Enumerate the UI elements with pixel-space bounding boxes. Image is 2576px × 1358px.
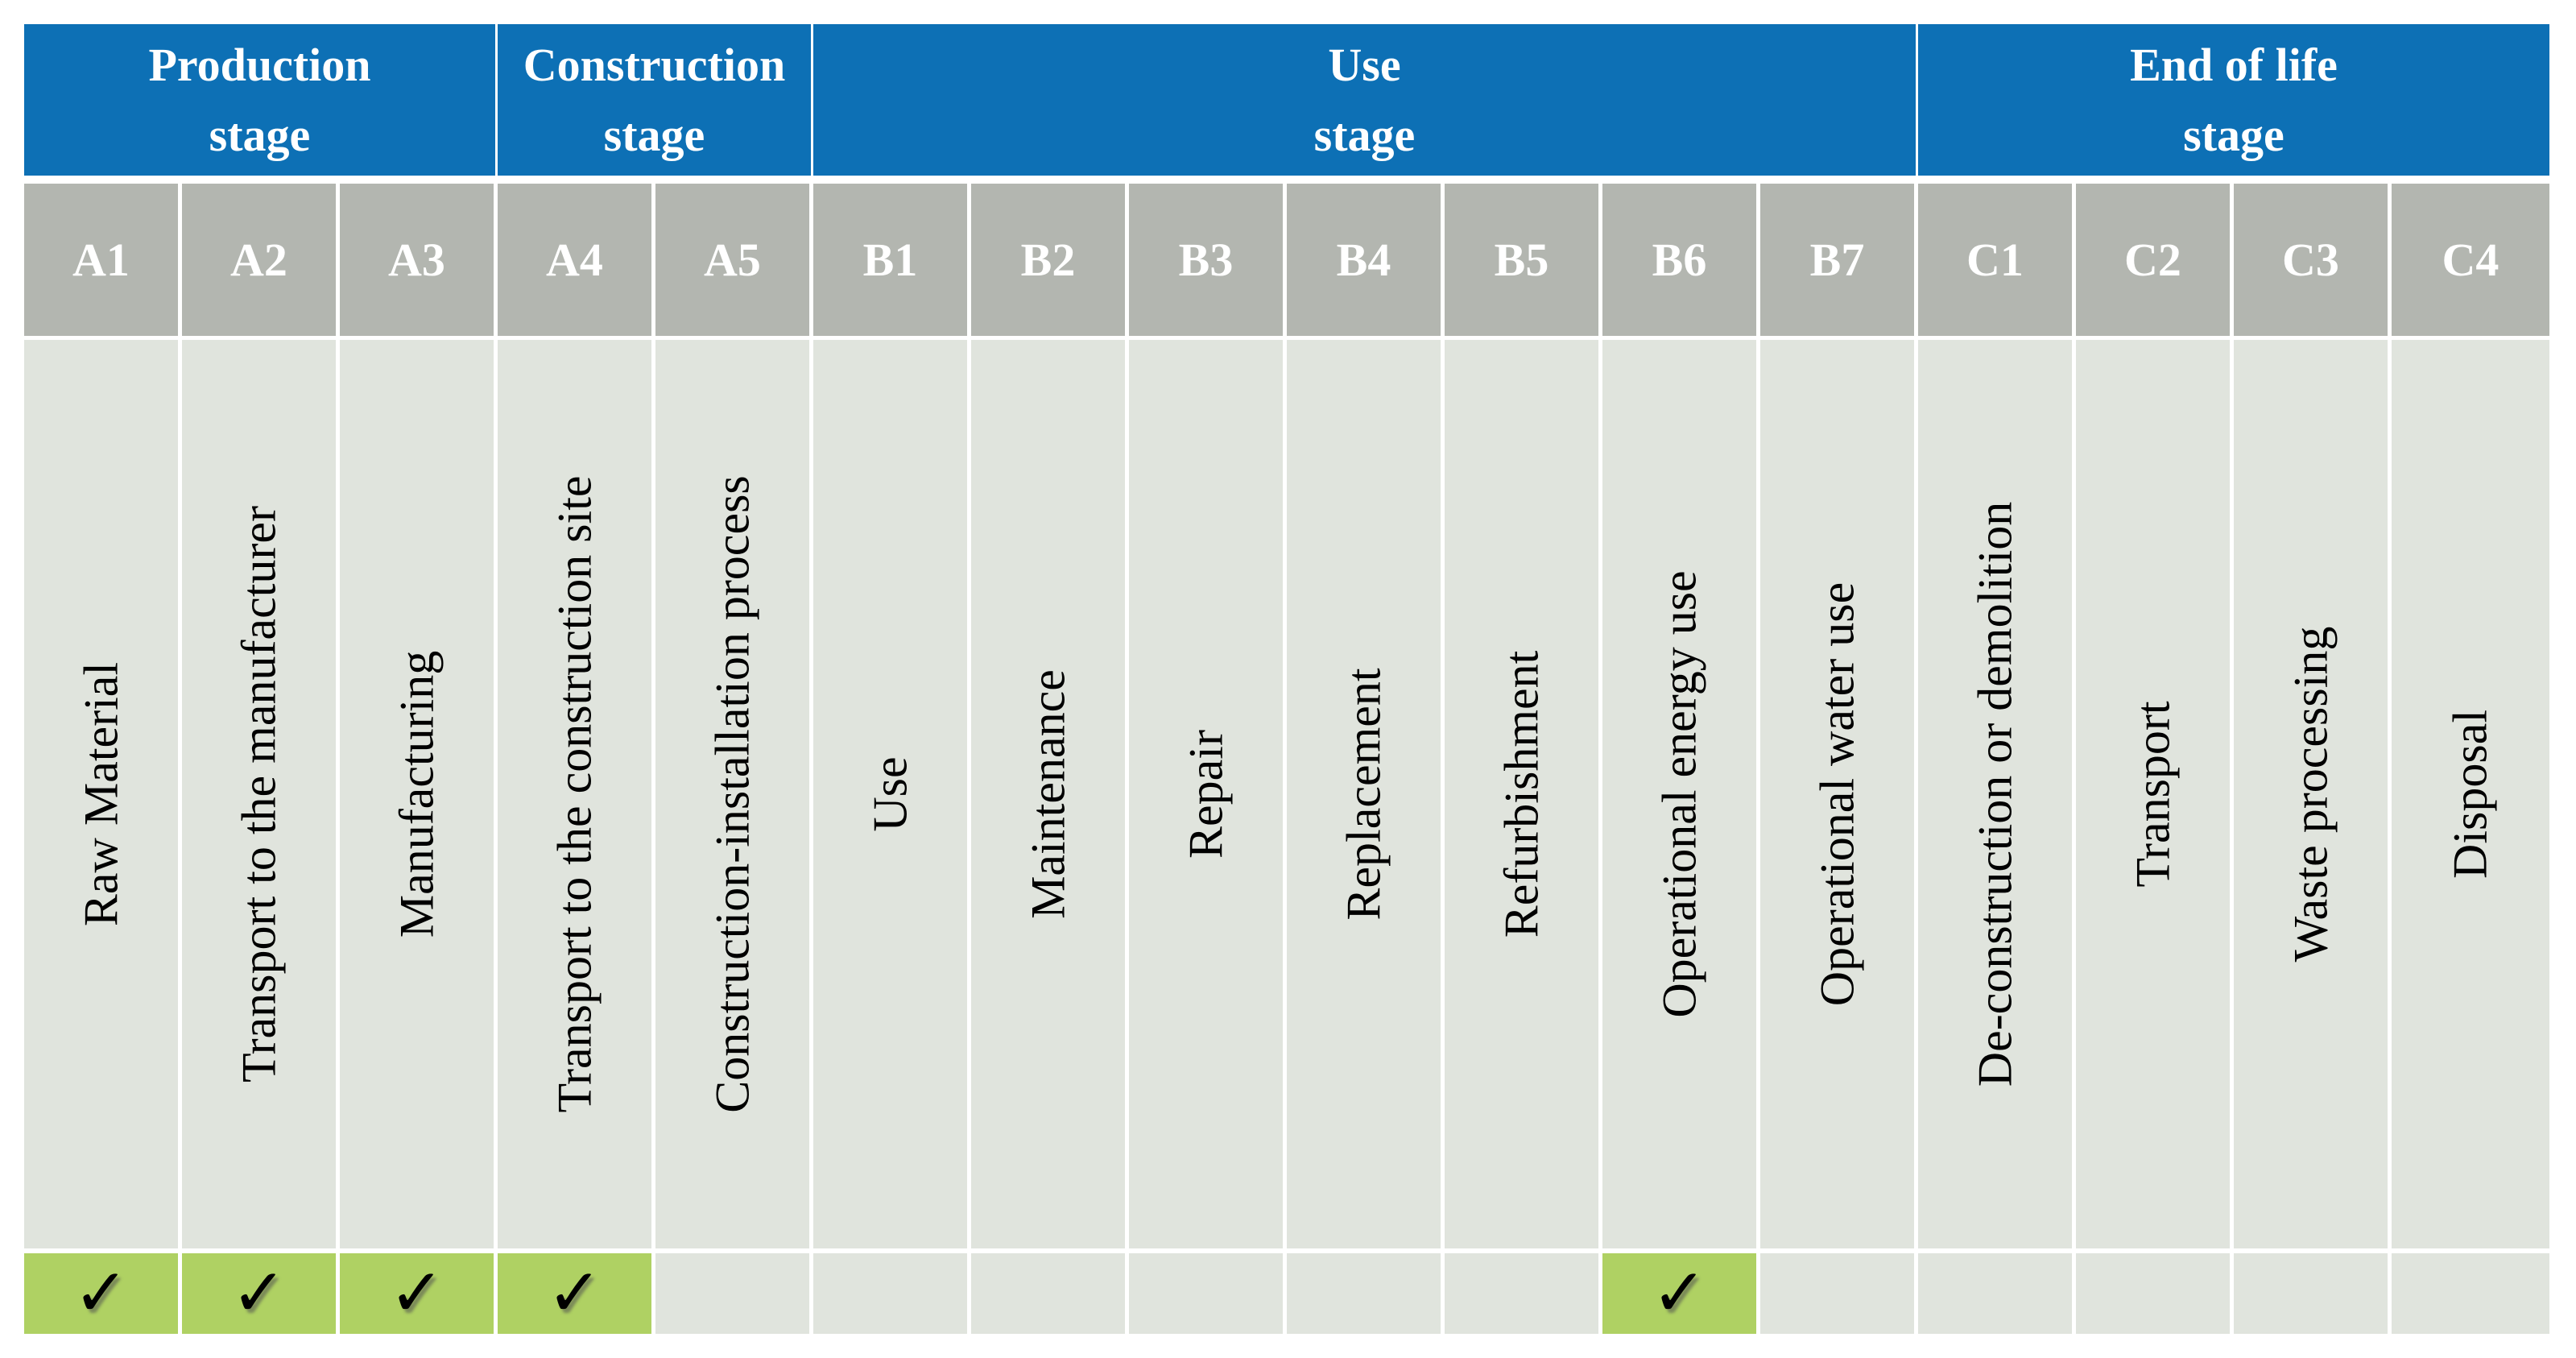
stage-subtitle: stage: [603, 109, 705, 161]
stage-label: Construction-installation process: [705, 475, 759, 1113]
label-cell-a1: Raw Material: [24, 340, 182, 1248]
code-cell-b2: B2: [971, 184, 1129, 336]
stage-title: Production: [148, 39, 371, 91]
stage-label: Use: [863, 756, 916, 832]
check-cell-c4: [2392, 1253, 2549, 1334]
label-cell-b6: Operational energy use: [1602, 340, 1760, 1248]
stage-title: Use: [1328, 39, 1401, 91]
check-cell-c3: [2234, 1253, 2392, 1334]
label-cell-b4: Replacement: [1287, 340, 1445, 1248]
checkmark-icon: ✓: [231, 1255, 287, 1331]
code-cell-b3: B3: [1129, 184, 1287, 336]
stage-subtitle: stage: [209, 109, 311, 161]
code-cell-b6: B6: [1602, 184, 1760, 336]
label-cell-b5: Refurbishment: [1445, 340, 1602, 1248]
label-cell-b2: Maintenance: [971, 340, 1129, 1248]
stage-header-production: Production stage: [24, 24, 498, 176]
stage-label: Manufacturing: [390, 650, 443, 938]
code-cell-c1: C1: [1918, 184, 2076, 336]
stage-label: Transport to the manufacturer: [232, 506, 285, 1083]
label-cell-c1: De-construction or demolition: [1918, 340, 2076, 1248]
check-cell-a2: ✓: [182, 1253, 340, 1334]
module-code-row: A1 A2 A3 A4 A5 B1 B2 B3 B4 B5 B6 B7 C1 C…: [24, 184, 2549, 336]
code-cell-b4: B4: [1287, 184, 1445, 336]
stage-label: Waste processing: [2284, 626, 2337, 963]
stage-label: Refurbishment: [1495, 650, 1548, 938]
check-cell-b4: [1287, 1253, 1445, 1334]
stage-label: Transport: [2126, 701, 2179, 888]
label-cell-a2: Transport to the manufacturer: [182, 340, 340, 1248]
code-cell-a5: A5: [655, 184, 813, 336]
stage-subtitle: stage: [1313, 109, 1416, 161]
stage-label-row: Raw Material Transport to the manufactur…: [24, 340, 2549, 1248]
label-cell-b1: Use: [813, 340, 971, 1248]
code-cell-b1: B1: [813, 184, 971, 336]
code-cell-b7: B7: [1760, 184, 1918, 336]
label-cell-c4: Disposal: [2392, 340, 2549, 1248]
stage-label: Operational energy use: [1652, 570, 1706, 1018]
label-cell-a3: Manufacturing: [340, 340, 498, 1248]
stage-label: Disposal: [2443, 710, 2497, 879]
check-cell-b7: [1760, 1253, 1918, 1334]
label-cell-b7: Operational water use: [1760, 340, 1918, 1248]
label-cell-c3: Waste processing: [2234, 340, 2392, 1248]
stage-header-end-of-life: End of life stage: [1918, 24, 2549, 176]
check-cell-b6: ✓: [1602, 1253, 1760, 1334]
checkmark-icon: ✓: [73, 1255, 129, 1331]
stage-header-use: Use stage: [813, 24, 1918, 176]
checkmark-row: ✓ ✓ ✓ ✓ ✓: [24, 1253, 2549, 1334]
stage-header-row: Production stage Construction stage Use …: [24, 24, 2549, 176]
stage-label: Replacement: [1337, 668, 1390, 921]
stage-title: Construction: [523, 39, 786, 91]
checkmark-icon: ✓: [1652, 1255, 1707, 1331]
checkmark-icon: ✓: [389, 1255, 444, 1331]
label-cell-a5: Construction-installation process: [655, 340, 813, 1248]
stage-label: Repair: [1179, 730, 1232, 859]
checkmark-icon: ✓: [547, 1255, 602, 1331]
check-cell-a4: ✓: [498, 1253, 655, 1334]
check-cell-c2: [2076, 1253, 2234, 1334]
stage-subtitle: stage: [2183, 109, 2284, 161]
label-cell-c2: Transport: [2076, 340, 2234, 1248]
check-cell-b5: [1445, 1253, 1602, 1334]
lca-stages-table: Production stage Construction stage Use …: [24, 24, 2549, 1334]
code-cell-a3: A3: [340, 184, 498, 336]
stage-header-construction: Construction stage: [498, 24, 813, 176]
code-cell-c2: C2: [2076, 184, 2234, 336]
check-cell-a1: ✓: [24, 1253, 182, 1334]
stage-label: Maintenance: [1021, 669, 1074, 919]
code-cell-c3: C3: [2234, 184, 2392, 336]
label-cell-a4: Transport to the construction site: [498, 340, 655, 1248]
check-cell-b3: [1129, 1253, 1287, 1334]
check-cell-c1: [1918, 1253, 2076, 1334]
stage-label: Operational water use: [1810, 582, 1863, 1007]
label-cell-b3: Repair: [1129, 340, 1287, 1248]
stage-label: Transport to the construction site: [548, 475, 601, 1113]
check-cell-b2: [971, 1253, 1129, 1334]
code-cell-a4: A4: [498, 184, 655, 336]
stage-label: Raw Material: [74, 661, 127, 927]
code-cell-a1: A1: [24, 184, 182, 336]
check-cell-b1: [813, 1253, 971, 1334]
code-cell-b5: B5: [1445, 184, 1602, 336]
check-cell-a5: [655, 1253, 813, 1334]
code-cell-c4: C4: [2392, 184, 2549, 336]
check-cell-a3: ✓: [340, 1253, 498, 1334]
stage-title: End of life: [2130, 39, 2338, 91]
code-cell-a2: A2: [182, 184, 340, 336]
stage-label: De-construction or demolition: [1968, 501, 2021, 1087]
